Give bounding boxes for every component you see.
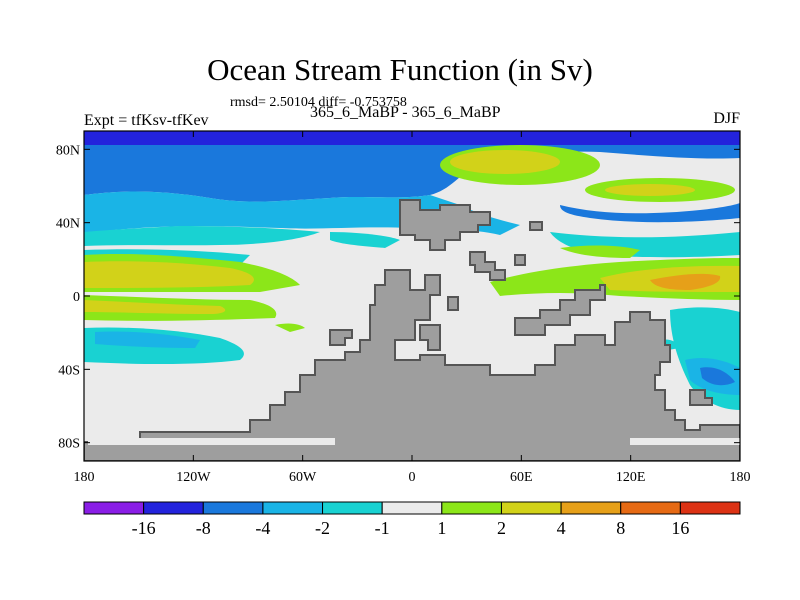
tropical-green-mid [560,245,640,258]
southern-west-yellow [84,300,226,314]
north-east-block [514,254,526,266]
colorbar-label: 16 [671,518,689,538]
colorbar-label: 4 [557,518,566,538]
colorbar: -16 -8 -4 -2 -1 1 2 4 8 16 [83,501,741,538]
colorbar-swatch [620,501,681,515]
experiment-label: Expt = tfKsv-tfKev [84,112,209,129]
arctic-strip [84,131,740,145]
south-east-blue [700,367,735,386]
colorbar-label: -8 [196,518,211,538]
colorbar-swatch [441,501,502,515]
arctic-band-blue [560,203,740,223]
colorbar-label: -2 [315,518,330,538]
southern-mid-green [275,323,305,332]
northern-band-blue [84,145,740,202]
colorbar-swatch [83,501,145,515]
small-island-north [529,221,543,231]
colorbar-swatch [560,501,622,515]
small-island-center [447,296,459,311]
colorbar-swatch [143,501,204,515]
colorbar-label: -16 [132,518,156,538]
y-tick-label: 80N [56,143,80,158]
period-label: 365_6_MaBP - 365_6_MaBP [310,104,501,121]
mid-block [419,324,441,351]
x-tick-label: 60E [510,470,533,485]
tropical-band-orange-east [650,273,721,290]
colorbar-swatch [500,501,562,515]
east-landmass [514,284,606,336]
mid-cyan [330,232,400,248]
colorbar-label: -4 [255,518,270,538]
season-label: DJF [713,110,740,127]
colorbar-label: 1 [437,518,446,538]
north-gyre-yellow [450,150,560,174]
y-tick-label: 40S [58,363,80,378]
tropical-band-yellow-west [84,261,254,288]
land-masses [84,199,740,461]
x-tick-label: 60W [289,470,317,485]
antarctic-gap-west [88,438,335,445]
x-tick-label: 120W [176,470,211,485]
stats-line: rmsd= 2.50104 diff= -0.753758 [230,95,407,110]
antarctic-gap-mid [140,425,248,430]
southern-west-lightblue [95,331,200,348]
colorbar-label: 8 [616,518,625,538]
y-tick-label: 0 [73,290,80,305]
x-tick-label: 180 [730,470,751,485]
colorbar-swatch [202,501,264,515]
x-tick-label: 120E [616,470,646,485]
x-tick-label: 0 [409,470,416,485]
colorbar-swatch [679,501,741,515]
colorbar-swatch [381,501,443,515]
colorbar-label: 2 [497,518,506,538]
x-axis: 180 120W 60W 0 60E 120E 180 [74,131,751,485]
south-america-block [329,329,353,346]
south-east-island [689,389,713,406]
colorbar-label: -1 [375,518,390,538]
northern-band-cyan [84,226,320,246]
mid-east-island [469,251,506,281]
colorbar-swatch [322,501,383,515]
northern-landmass [399,199,491,251]
y-tick-label: 40N [56,217,80,232]
page-title: Ocean Stream Function (in Sv) [207,52,593,87]
y-tick-label: 80S [58,437,80,452]
y-axis: 80N 40N 0 40S 80S [56,143,740,452]
colorbar-swatch [262,501,324,515]
north-east-yellow [605,184,695,196]
antarctica [84,269,740,461]
antarctic-gap-east [630,438,740,445]
x-tick-label: 180 [74,470,95,485]
